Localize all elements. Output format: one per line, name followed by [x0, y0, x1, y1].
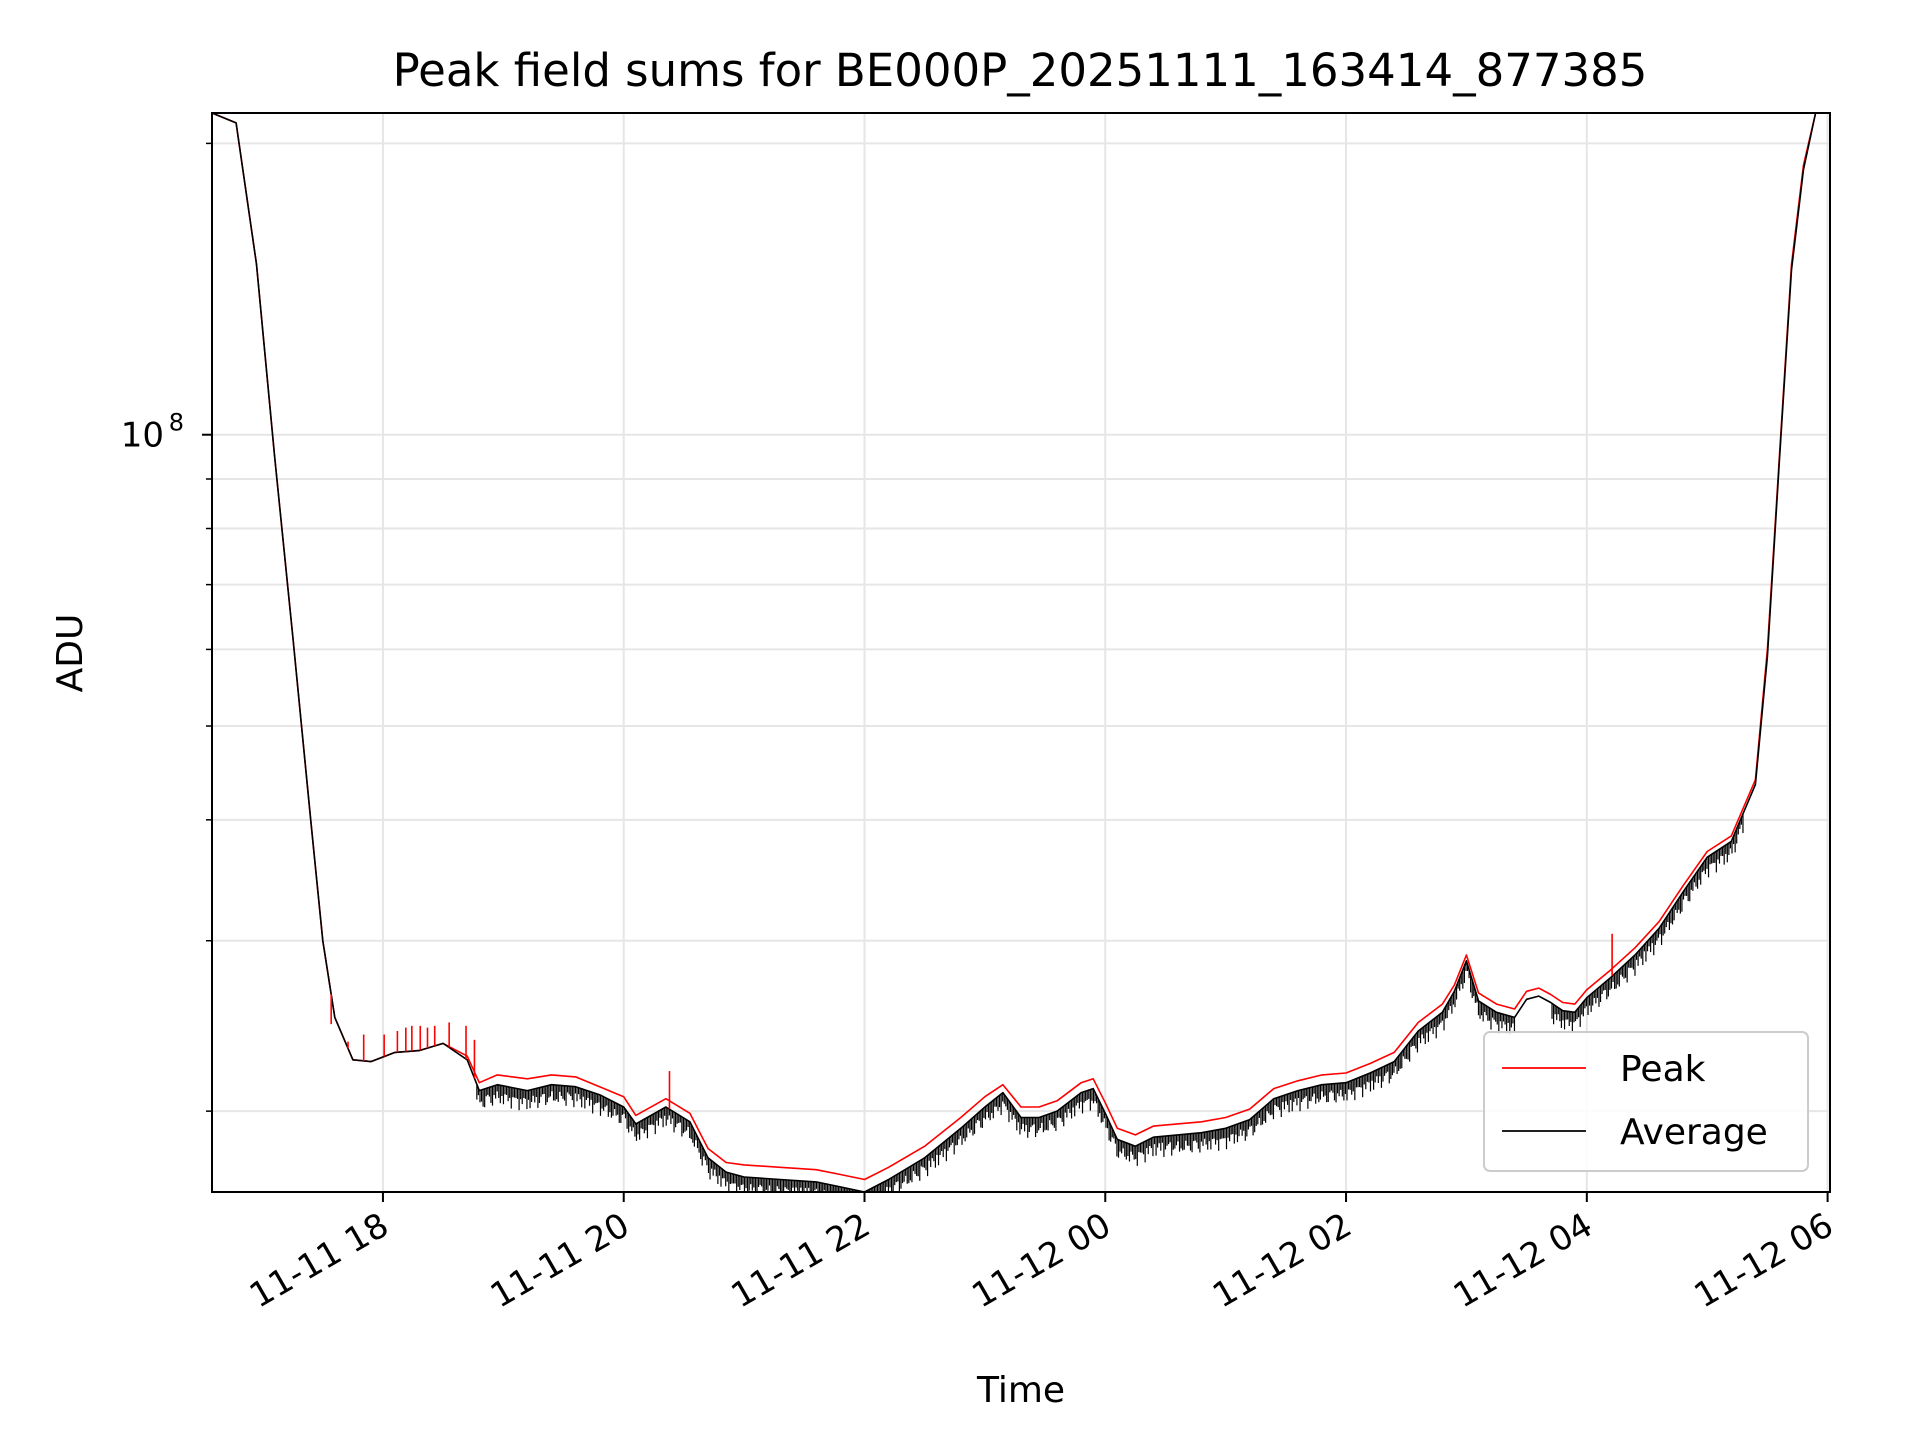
- grid: [212, 113, 1830, 1192]
- chart-title: Peak field sums for BE000P_20251111_1634…: [393, 44, 1648, 97]
- series-line-peak: [211, 112, 1828, 1181]
- legend: Peak Average: [1483, 1031, 1809, 1172]
- y-tick-exponent: 8: [169, 409, 184, 437]
- legend-box: [1483, 1031, 1809, 1172]
- y-axis-label: ADU: [50, 614, 91, 693]
- plot-frame: [211, 112, 1831, 1193]
- y-tick-label: 10: [121, 416, 164, 456]
- legend-average-label: Average: [1620, 1112, 1768, 1153]
- x-axis-label: Time: [976, 1370, 1065, 1411]
- y-tick-base: 10: [121, 416, 164, 456]
- legend-peak-label: Peak: [1620, 1049, 1706, 1090]
